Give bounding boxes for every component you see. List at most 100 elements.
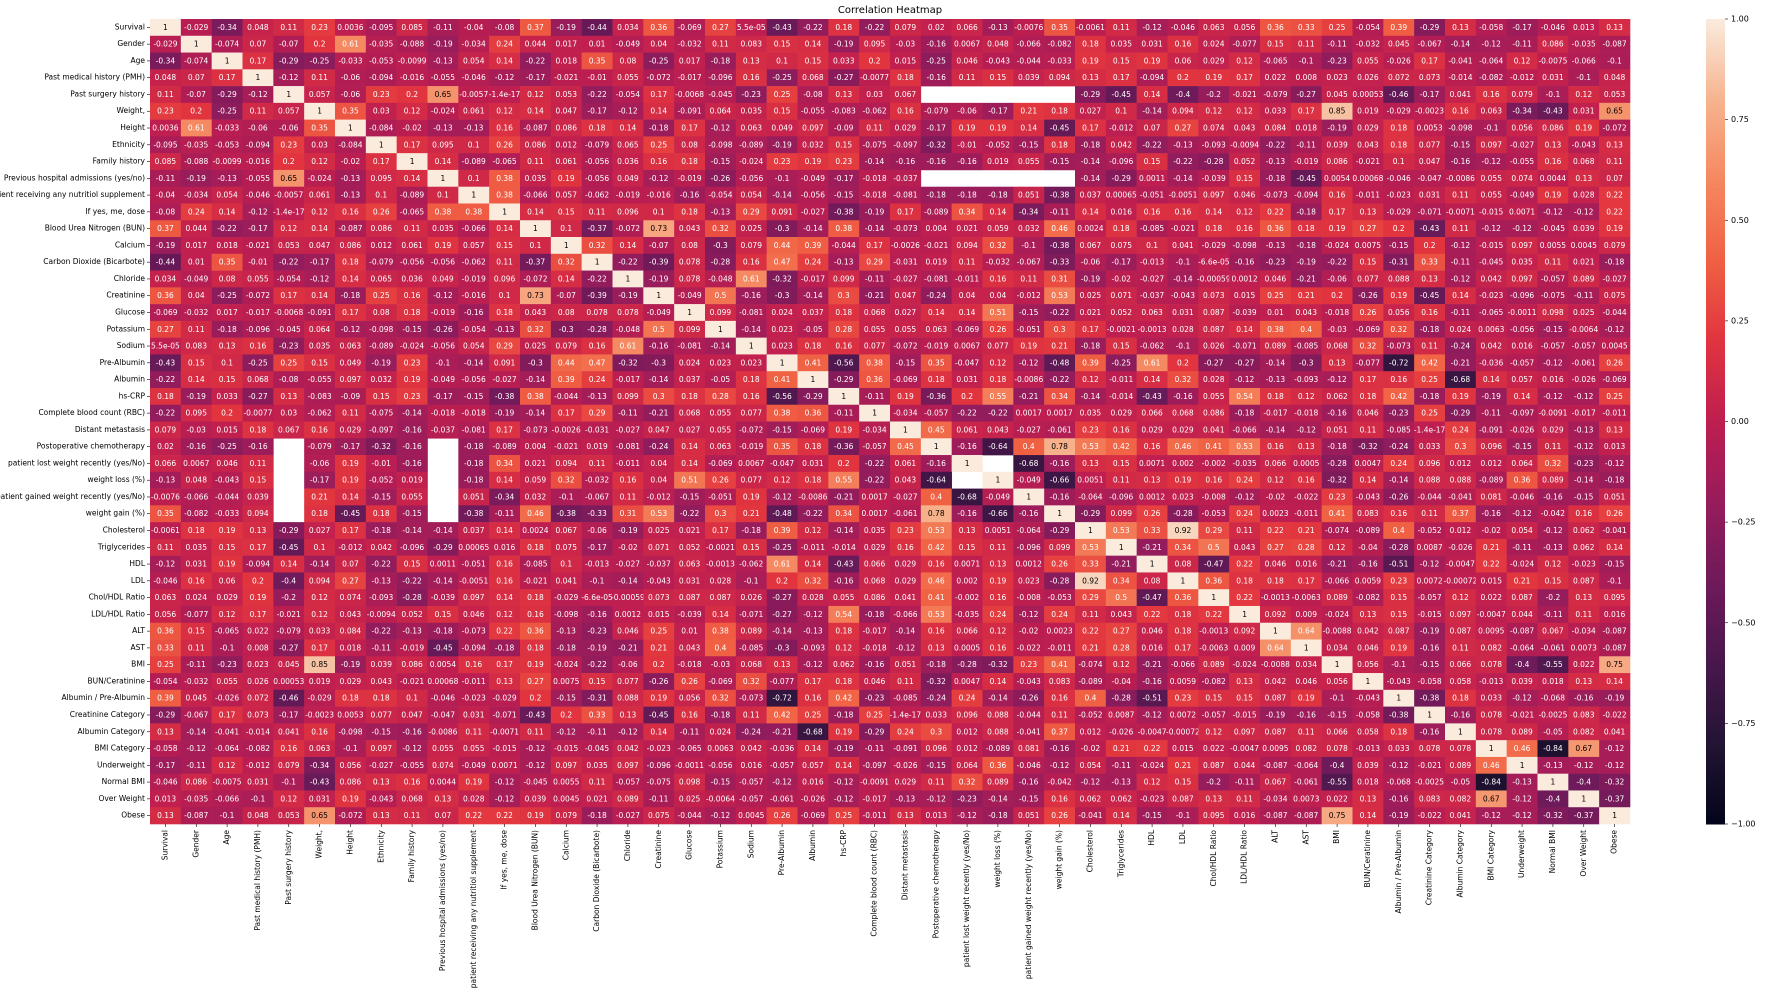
cell-label: 0.26 — [496, 140, 513, 149]
cell-label: 0.11 — [866, 124, 883, 133]
cell-label: -0.19 — [156, 241, 176, 250]
cell-label: -0.17 — [279, 710, 299, 719]
cell-label: 0.068 — [679, 409, 701, 418]
cell-label: -0.05 — [1543, 727, 1563, 736]
cell-label: 1 — [595, 258, 600, 267]
cell-label: -0.056 — [585, 174, 609, 183]
cell-label: 0.2 — [776, 576, 788, 585]
cell-label: -0.091 — [893, 744, 917, 753]
cell-label: -0.34 — [217, 23, 237, 32]
cell-label: 0.048 — [247, 811, 269, 820]
cell-label: 0.046 — [1357, 643, 1379, 652]
cell-label: 0.097 — [371, 744, 393, 753]
colorbar-slice — [1706, 807, 1725, 813]
cell-label: -0.0075 — [213, 778, 242, 787]
cell-label: 0.07 — [250, 40, 267, 49]
cell-label: 0.23 — [774, 157, 791, 166]
cell-label: -0.11 — [433, 23, 453, 32]
cell-label: 0.14 — [805, 560, 822, 569]
heatmap-cell — [1229, 19, 1261, 37]
cell-label: -0.4 — [1515, 660, 1530, 669]
cell-label: -0.1 — [1021, 241, 1036, 250]
cell-label: 0.18 — [1051, 107, 1068, 116]
cell-label: -0.19 — [649, 274, 669, 283]
cell-label: 0.034 — [1326, 643, 1348, 652]
cell-label: 0.066 — [956, 23, 978, 32]
cell-label: -0.11 — [1235, 778, 1255, 787]
cell-label: -0.072 — [616, 224, 640, 233]
heatmap-cell — [1475, 19, 1507, 37]
cell-label: -0.0076 — [151, 492, 180, 501]
cell-label: 0.067 — [1542, 627, 1564, 636]
cell-label: 0.14 — [1113, 811, 1130, 820]
cell-label: -0.16 — [1235, 258, 1255, 267]
colorbar-slice — [1706, 272, 1725, 278]
cell-label: 0.12 — [311, 593, 328, 602]
cell-label: -0.16 — [464, 308, 484, 317]
cell-label: 0.025 — [648, 526, 670, 535]
col-label: ALT — [1270, 830, 1279, 843]
cell-label: 0.055 — [1357, 56, 1379, 65]
colorbar-slice — [1706, 220, 1725, 225]
cell-label: 0.089 — [1265, 342, 1287, 351]
col-label: Chol/HDL Ratio — [1209, 830, 1218, 887]
cell-label: -0.12 — [495, 73, 515, 82]
cell-label: 0.17 — [1421, 56, 1438, 65]
cell-label: 0.08 — [620, 56, 637, 65]
colorbar-slice — [1706, 216, 1725, 221]
cell-label: 0.042 — [1481, 342, 1503, 351]
cell-label: 0.096 — [956, 710, 978, 719]
cell-label: -0.14 — [834, 526, 854, 535]
cell-label: -0.043 — [1572, 140, 1596, 149]
cell-label: 1 — [1088, 526, 1093, 535]
cell-label: 0.18 — [1390, 124, 1407, 133]
cell-label: -0.3 — [775, 224, 790, 233]
cell-label: 0.072 — [1388, 73, 1410, 82]
cell-label: 0.087 — [1203, 308, 1225, 317]
cell-label: -0.049 — [801, 174, 825, 183]
cell-label: 0.25 — [1421, 409, 1438, 418]
cell-label: 0.018 — [1357, 778, 1379, 787]
cell-label: 0.048 — [155, 73, 177, 82]
cell-label: -0.29 — [803, 392, 823, 401]
cell-label: -0.28 — [1204, 157, 1224, 166]
cell-label: -0.091 — [677, 107, 701, 116]
cell-label: 0.18 — [835, 627, 852, 636]
cell-label: 0.097 — [1511, 241, 1533, 250]
cell-label: -0.087 — [1263, 811, 1287, 820]
cell-label: -0.082 — [1479, 73, 1503, 82]
cell-label: 0.039 — [1573, 224, 1595, 233]
colorbar-slice — [1706, 751, 1725, 757]
cell-label: -0.2 — [281, 593, 296, 602]
cell-label: -0.22 — [680, 509, 700, 518]
cell-label: 0.22 — [465, 811, 482, 820]
cell-label: 0.094 — [1049, 73, 1071, 82]
cell-label: -0.014 — [1448, 73, 1472, 82]
cell-label: 0.16 — [188, 576, 205, 585]
cell-label: -6.6e-05 — [581, 593, 613, 602]
cell-label: 0.064 — [956, 761, 978, 770]
cell-label: 1 — [441, 174, 446, 183]
heatmap-cell — [828, 19, 860, 37]
cell-label: 0.027 — [679, 425, 701, 434]
row-label: Survival — [115, 22, 145, 31]
cell-label: -0.12 — [1512, 694, 1532, 703]
cell-label: -0.06 — [341, 90, 361, 99]
cell-label: 0.039 — [1511, 677, 1533, 686]
cell-label: -0.16 — [1019, 509, 1039, 518]
col-label: Potassium — [715, 830, 724, 868]
cell-label: 0.17 — [1236, 73, 1253, 82]
cell-label: -0.056 — [585, 157, 609, 166]
colorbar-slice — [1706, 530, 1725, 535]
row-label: Albumin — [114, 375, 145, 384]
cell-label: 0.13 — [1205, 794, 1222, 803]
heatmap-cell — [1260, 19, 1292, 37]
cell-label: -0.017 — [246, 308, 270, 317]
cell-label: -0.29 — [1451, 409, 1471, 418]
col-label: BMI Category — [1486, 829, 1495, 880]
colorbar-slice — [1706, 421, 1725, 427]
cell-label: -0.0063 — [1292, 593, 1321, 602]
cell-label: 0.61 — [774, 560, 791, 569]
cell-label: 0.22 — [1144, 610, 1161, 619]
cell-label: -0.68 — [1451, 375, 1471, 384]
